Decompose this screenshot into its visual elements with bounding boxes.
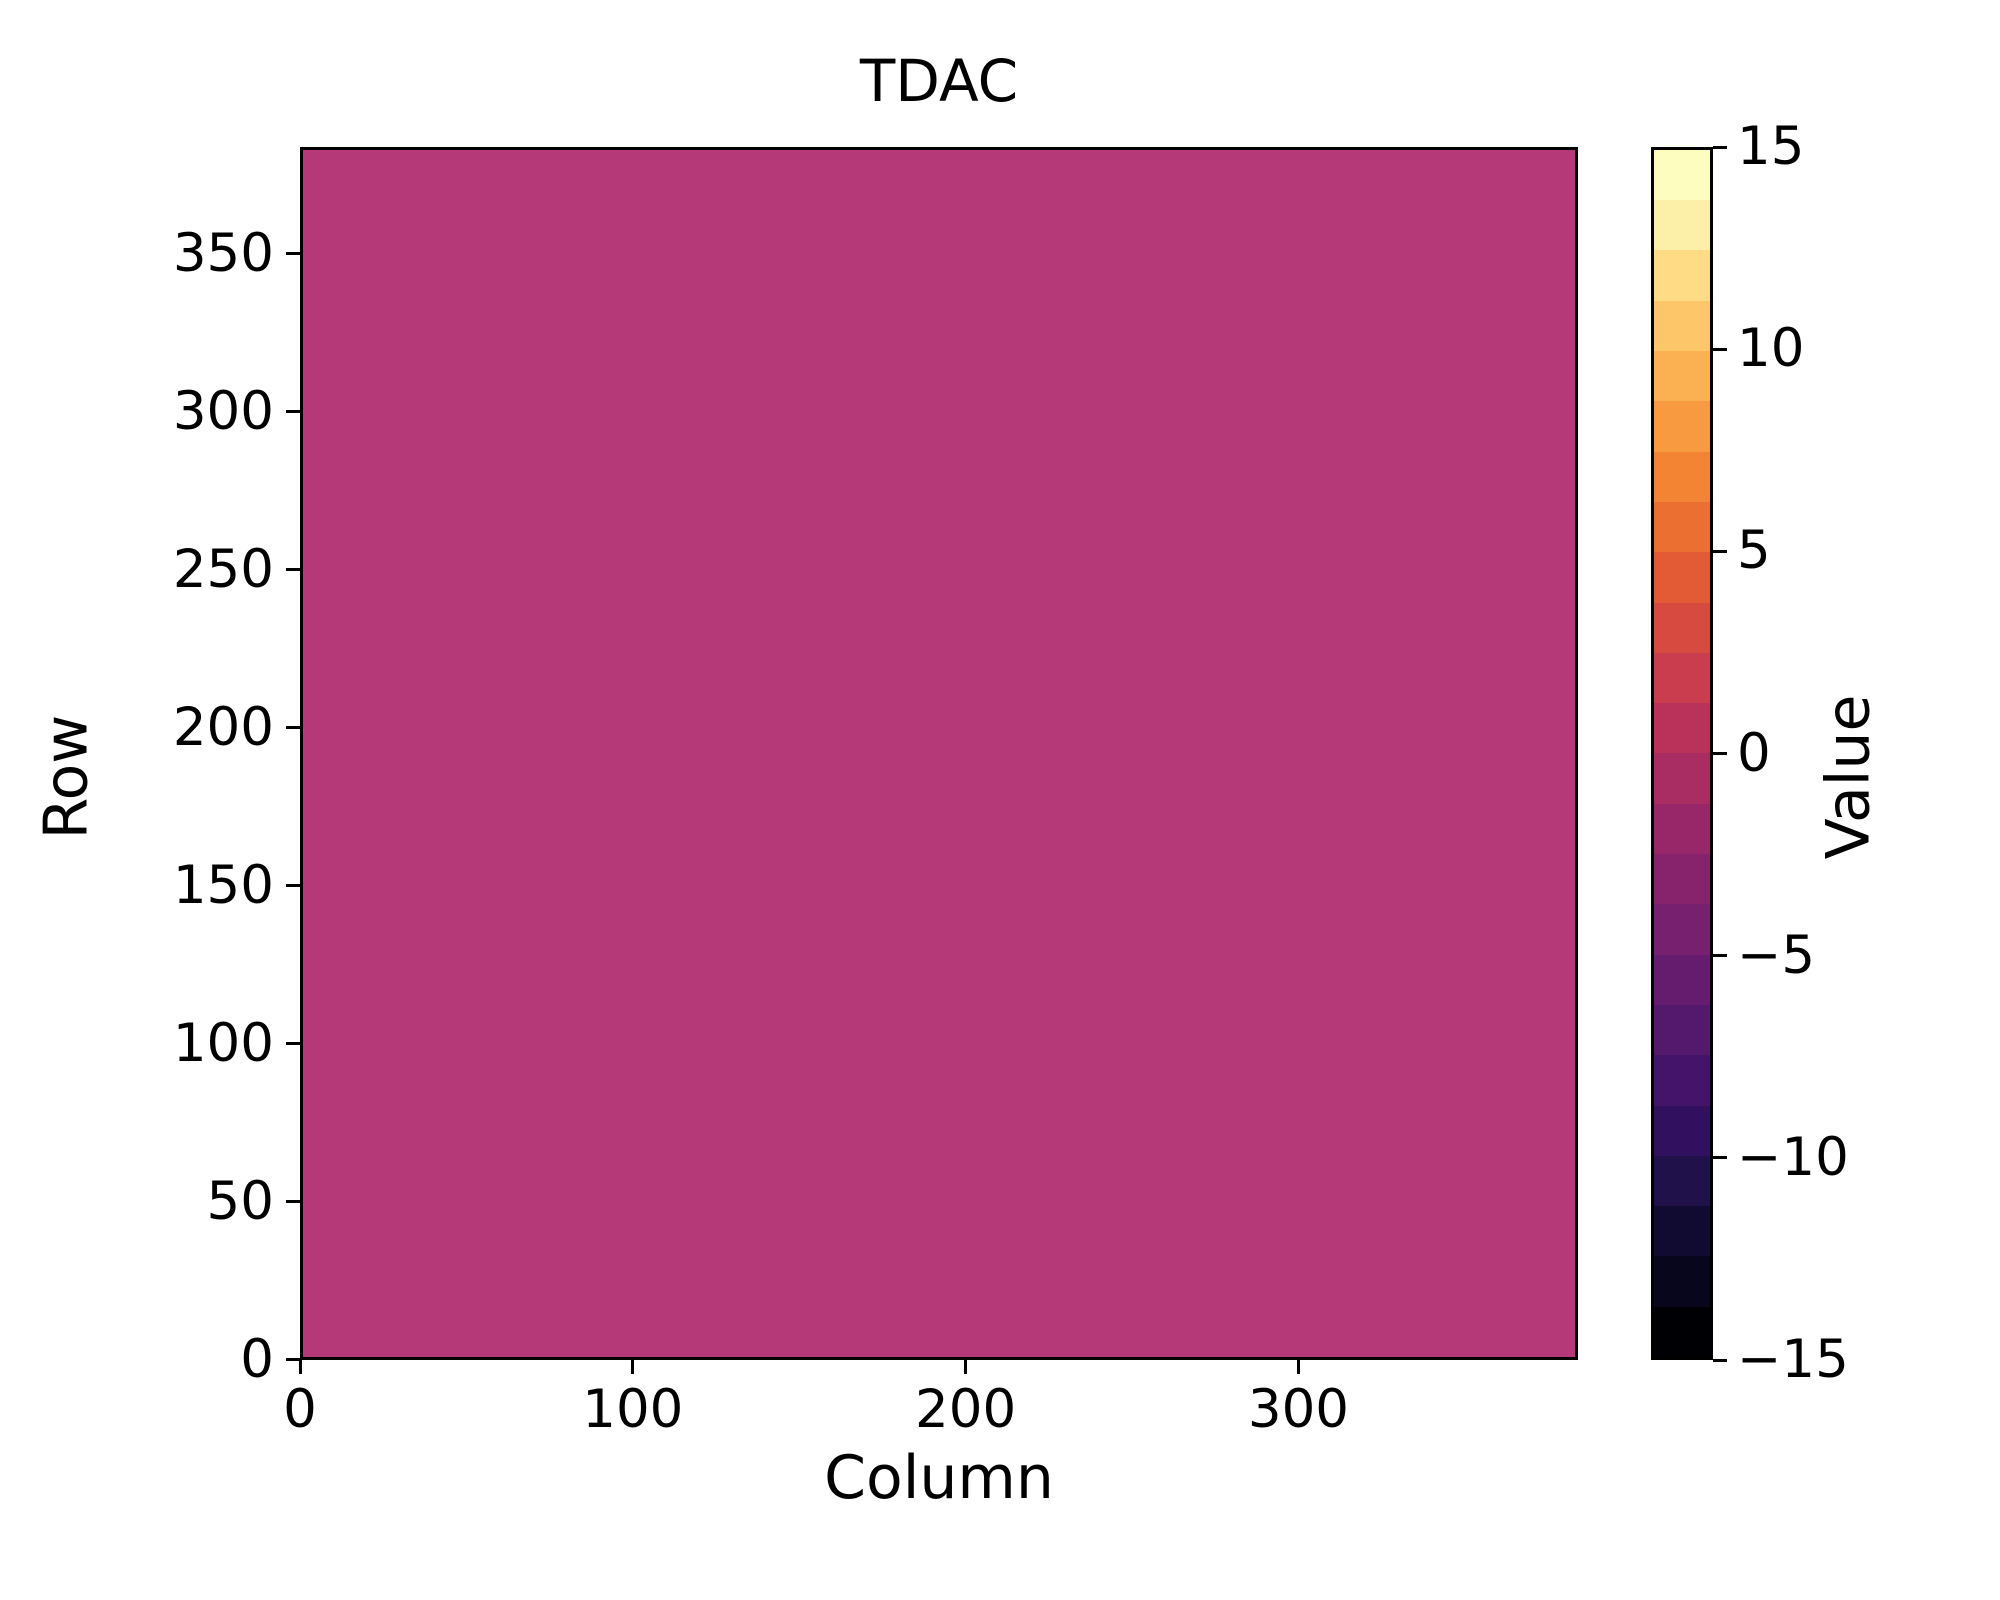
colorbar-band — [1654, 954, 1710, 1005]
colorbar-band — [1654, 1155, 1710, 1207]
heatmap-axes — [300, 147, 1578, 1360]
y-tick-label: 0 — [240, 1329, 274, 1390]
x-tick-label: 300 — [1247, 1379, 1350, 1440]
colorbar-tick-mark — [1713, 347, 1727, 351]
colorbar-band — [1654, 854, 1710, 905]
colorbar-band — [1654, 351, 1710, 402]
colorbar — [1651, 147, 1713, 1360]
y-tick-mark — [286, 884, 300, 888]
y-tick-mark — [286, 1358, 300, 1361]
colorbar-band — [1654, 1004, 1710, 1056]
colorbar-band — [1654, 904, 1710, 955]
colorbar-band — [1654, 753, 1710, 804]
colorbar-axis: −15 −10 −5 0 5 10 15 — [1713, 117, 1973, 1390]
colorbar-band — [1654, 250, 1710, 301]
colorbar-tick-label: 10 — [1737, 318, 1805, 380]
x-tick-mark — [1296, 1360, 1300, 1374]
x-tick-mark — [298, 1360, 302, 1374]
y-tick-mark — [286, 568, 300, 572]
colorbar-band — [1654, 602, 1710, 653]
colorbar-band — [1654, 451, 1710, 502]
colorbar-tick-label: −5 — [1737, 924, 1816, 986]
colorbar-band — [1654, 1206, 1710, 1257]
y-tick-mark — [286, 1200, 300, 1204]
colorbar-tick-label: 0 — [1737, 722, 1771, 784]
colorbar-band — [1654, 150, 1710, 201]
y-tick-label: 150 — [172, 855, 274, 917]
colorbar-band — [1654, 552, 1710, 603]
colorbar-tick-label: −15 — [1737, 1329, 1849, 1390]
colorbar-band — [1654, 1256, 1710, 1307]
y-tick-label: 50 — [206, 1171, 274, 1233]
y-axis-label: Row — [31, 714, 102, 840]
colorbar-tick-mark — [1713, 1156, 1727, 1160]
colorbar-band — [1654, 300, 1710, 352]
x-tick-label: 200 — [915, 1379, 1017, 1440]
x-axis: 0 100 200 300 — [283, 1360, 1578, 1500]
colorbar-band — [1654, 501, 1710, 553]
x-tick-mark — [631, 1360, 635, 1374]
colorbar-band — [1654, 401, 1710, 452]
y-tick-mark — [286, 1042, 300, 1046]
x-tick-mark — [964, 1360, 968, 1374]
page-title: TDAC — [859, 47, 1019, 115]
colorbar-band — [1654, 1055, 1710, 1106]
y-tick-label: 350 — [172, 223, 274, 285]
colorbar-tick-label: 5 — [1737, 520, 1771, 582]
colorbar-band — [1654, 652, 1710, 704]
y-tick-mark — [286, 726, 300, 730]
colorbar-band — [1654, 803, 1710, 855]
y-tick-label: 250 — [172, 539, 274, 601]
colorbar-band — [1654, 1105, 1710, 1156]
colorbar-gradient — [1654, 150, 1710, 1357]
colorbar-band — [1654, 1306, 1710, 1357]
y-tick-label: 300 — [172, 381, 274, 443]
colorbar-band — [1654, 200, 1710, 251]
x-tick-label: 0 — [283, 1379, 317, 1440]
colorbar-tick-label: −10 — [1737, 1126, 1849, 1188]
colorbar-tick-mark — [1713, 954, 1727, 958]
y-tick-mark — [286, 410, 300, 414]
colorbar-label: Value — [1813, 694, 1884, 860]
y-tick-label: 200 — [172, 697, 274, 759]
colorbar-band — [1654, 703, 1710, 754]
colorbar-tick-mark — [1713, 752, 1727, 755]
colorbar-tick-mark — [1713, 1358, 1727, 1362]
y-tick-mark — [286, 252, 300, 256]
x-tick-label: 100 — [582, 1379, 684, 1440]
y-tick-label: 100 — [172, 1013, 274, 1075]
heatmap-image — [303, 150, 1575, 1357]
x-axis-label: Column — [824, 1443, 1054, 1513]
colorbar-tick-mark — [1713, 145, 1727, 149]
colorbar-tick-mark — [1713, 549, 1727, 553]
colorbar-tick-label: 15 — [1737, 116, 1805, 177]
y-axis: 0 50 100 150 200 250 300 350 — [0, 147, 300, 1390]
